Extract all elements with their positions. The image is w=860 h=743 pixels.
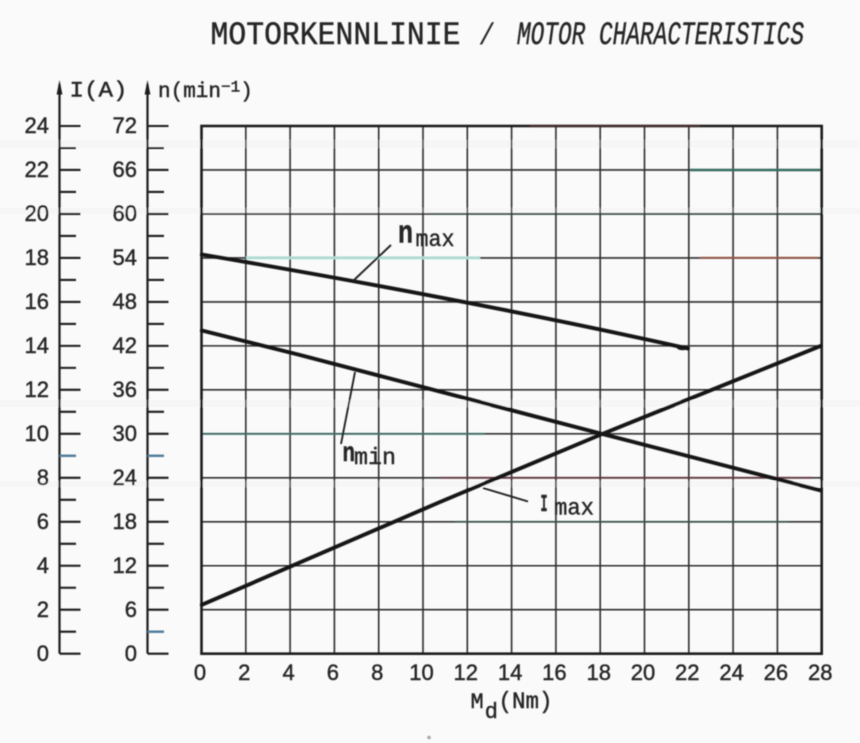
svg-text:6: 6 [125, 597, 137, 622]
svg-text:18: 18 [586, 660, 610, 685]
svg-text:n: n [398, 216, 413, 253]
svg-text:18: 18 [25, 245, 49, 270]
svg-text:0: 0 [194, 660, 206, 685]
svg-text:I(A): I(A) [70, 79, 128, 104]
svg-text:4: 4 [282, 660, 294, 685]
svg-text:66: 66 [113, 157, 137, 182]
svg-text:10: 10 [409, 660, 433, 685]
svg-text:I: I [541, 492, 548, 519]
svg-text:20: 20 [631, 660, 655, 685]
svg-text:54: 54 [113, 245, 137, 270]
svg-text:16: 16 [25, 289, 49, 314]
svg-text:6: 6 [37, 509, 49, 534]
svg-text:28: 28 [808, 660, 832, 685]
svg-text:24: 24 [113, 465, 137, 490]
svg-text:min: min [354, 445, 396, 471]
svg-text:12: 12 [25, 377, 49, 402]
svg-text:42: 42 [113, 333, 137, 358]
svg-text:4: 4 [37, 553, 49, 578]
svg-text:24: 24 [719, 660, 743, 685]
svg-text:24: 24 [25, 113, 49, 138]
svg-text:60: 60 [113, 201, 137, 226]
svg-text:48: 48 [113, 289, 137, 314]
svg-text:30: 30 [113, 421, 137, 446]
svg-text:12: 12 [113, 553, 137, 578]
svg-text:(Nm): (Nm) [499, 689, 553, 715]
svg-text:26: 26 [764, 660, 788, 685]
svg-text:/: / [480, 20, 494, 54]
svg-text:n: n [343, 439, 356, 470]
svg-text:0: 0 [125, 641, 137, 666]
svg-text:10: 10 [25, 421, 49, 446]
svg-text:6: 6 [327, 660, 339, 685]
svg-text:d: d [485, 700, 498, 725]
svg-text:12: 12 [454, 660, 478, 685]
svg-text:14: 14 [498, 660, 522, 685]
svg-text:20: 20 [25, 201, 49, 226]
svg-text:M: M [471, 690, 484, 715]
svg-text:MOTORKENNLINIE: MOTORKENNLINIE [211, 17, 461, 54]
svg-text:2: 2 [37, 597, 49, 622]
svg-text:22: 22 [675, 660, 699, 685]
svg-text:8: 8 [37, 465, 49, 490]
svg-text:2: 2 [238, 660, 250, 685]
svg-text:72: 72 [113, 113, 137, 138]
svg-text:0: 0 [37, 641, 49, 666]
svg-text:max: max [416, 227, 455, 253]
svg-text:max: max [554, 495, 594, 521]
svg-text:MOTOR CHARACTERISTICS: MOTOR CHARACTERISTICS [517, 17, 804, 54]
svg-text:16: 16 [542, 660, 566, 685]
svg-text:8: 8 [371, 660, 383, 685]
svg-text:14: 14 [25, 333, 49, 358]
svg-text:18: 18 [113, 509, 137, 534]
svg-text:36: 36 [113, 377, 137, 402]
svg-text:22: 22 [25, 157, 49, 182]
